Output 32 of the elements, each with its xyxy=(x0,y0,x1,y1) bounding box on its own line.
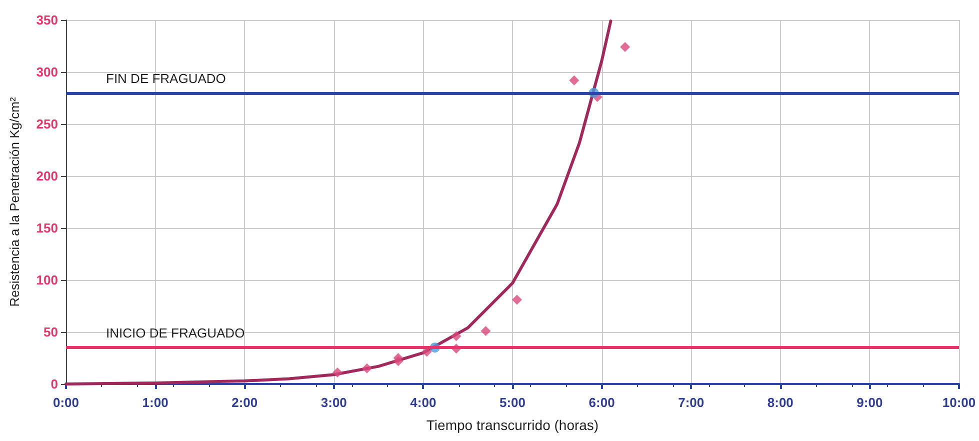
y-axis-title: Resistencia a la Penetración Kg/cm² xyxy=(7,96,22,307)
y-tick-label: 300 xyxy=(36,64,58,80)
y-tick-label: 250 xyxy=(36,116,58,132)
x-tick-label: 8:00 xyxy=(767,395,794,410)
x-tick-label: 6:00 xyxy=(588,395,615,410)
point xyxy=(393,353,404,363)
y-tick-label: 0 xyxy=(50,376,58,392)
y-tick-label: 350 xyxy=(36,12,58,28)
y-tick-label: 150 xyxy=(36,220,58,236)
point xyxy=(480,326,491,336)
x-tick-label: 7:00 xyxy=(678,395,704,410)
point xyxy=(569,75,580,86)
x-axis-title: Tiempo transcurrido (horas) xyxy=(426,417,599,433)
x-tick-label: 5:00 xyxy=(499,395,526,410)
x-tick-label: 2:00 xyxy=(232,395,258,410)
ref-line-label: FIN DE FRAGUADO xyxy=(106,70,226,86)
point xyxy=(362,363,372,374)
y-tick-label: 200 xyxy=(36,168,58,184)
x-tick-label: 3:00 xyxy=(320,395,347,410)
x-tick-label: 10:00 xyxy=(942,395,976,410)
y-tick-label: 50 xyxy=(44,324,58,340)
point xyxy=(332,368,342,378)
point xyxy=(512,294,522,305)
x-tick-label: 0:00 xyxy=(52,395,80,410)
point xyxy=(620,42,630,52)
x-tick-label: 4:00 xyxy=(410,395,436,410)
ref-line-label: INICIO DE FRAGUADO xyxy=(106,326,245,341)
x-tick-label: 1:00 xyxy=(142,395,168,410)
y-tick-label: 100 xyxy=(36,272,58,288)
point xyxy=(451,331,462,342)
x-tick-label: 9:00 xyxy=(856,395,883,410)
line-series xyxy=(64,20,612,386)
